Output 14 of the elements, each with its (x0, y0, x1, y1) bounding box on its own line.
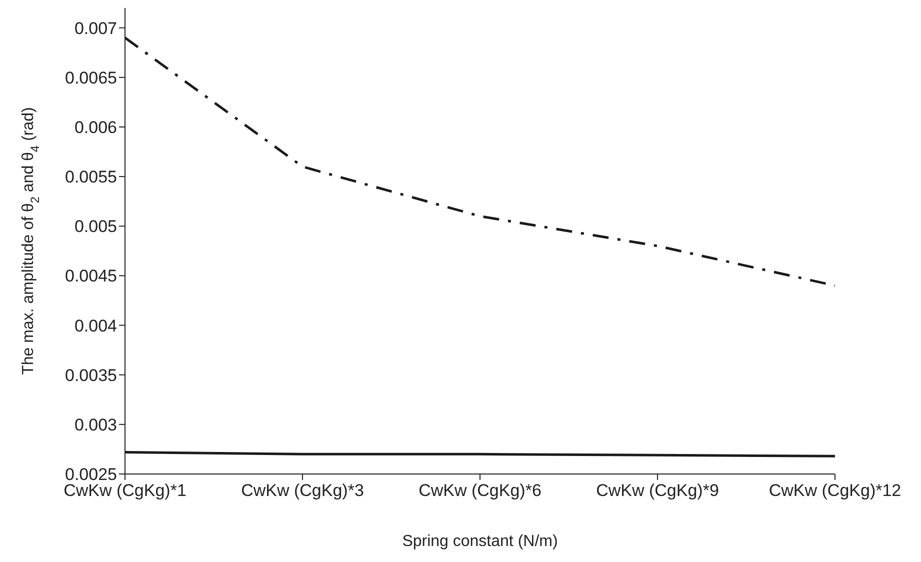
y-tick-label: 0.0045 (65, 266, 117, 286)
y-tick-label: 0.005 (74, 217, 117, 236)
y-tick-label: 0.0065 (65, 68, 117, 88)
x-axis-title: Spring constant (N/m) (402, 533, 558, 550)
y-tick-label: 0.0035 (65, 366, 117, 385)
x-tick-label: CwKw (CgKg)*6 (418, 481, 542, 500)
y-tick-label: 0.003 (74, 415, 117, 434)
y-tick-label: 0.006 (74, 118, 117, 138)
x-tick-label: CwKw (CgKg)*3 (241, 481, 364, 500)
x-tick-label: CwKw (CgKg)*9 (596, 481, 719, 500)
y-tick-label: 0.0055 (65, 168, 117, 187)
x-tick-label: CwKw (CgKg)*12 (768, 481, 902, 500)
y-tick-label: 0.007 (74, 18, 117, 38)
y-tick-label: 0.004 (74, 316, 117, 336)
